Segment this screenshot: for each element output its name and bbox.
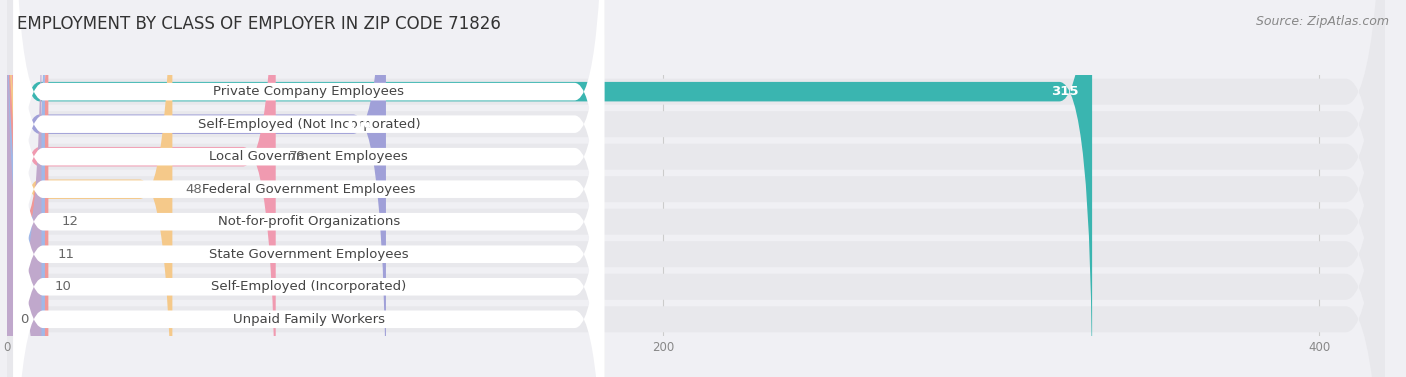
Text: Federal Government Employees: Federal Government Employees xyxy=(202,183,416,196)
FancyBboxPatch shape xyxy=(7,0,42,377)
FancyBboxPatch shape xyxy=(7,0,1385,377)
Text: Unpaid Family Workers: Unpaid Family Workers xyxy=(233,313,385,326)
FancyBboxPatch shape xyxy=(7,0,1385,377)
Text: 11: 11 xyxy=(58,248,75,261)
FancyBboxPatch shape xyxy=(14,3,605,377)
FancyBboxPatch shape xyxy=(14,0,605,377)
FancyBboxPatch shape xyxy=(14,0,605,377)
FancyBboxPatch shape xyxy=(7,0,1385,377)
FancyBboxPatch shape xyxy=(14,35,605,377)
FancyBboxPatch shape xyxy=(7,0,276,377)
Text: Private Company Employees: Private Company Employees xyxy=(214,85,405,98)
Text: 48: 48 xyxy=(186,183,202,196)
Text: 0: 0 xyxy=(20,313,28,326)
FancyBboxPatch shape xyxy=(14,0,605,377)
FancyBboxPatch shape xyxy=(7,0,1092,377)
FancyBboxPatch shape xyxy=(7,0,48,377)
Text: Not-for-profit Organizations: Not-for-profit Organizations xyxy=(218,215,399,228)
Text: 315: 315 xyxy=(1052,85,1078,98)
FancyBboxPatch shape xyxy=(14,0,605,377)
FancyBboxPatch shape xyxy=(7,0,173,377)
FancyBboxPatch shape xyxy=(14,0,605,377)
FancyBboxPatch shape xyxy=(7,0,45,377)
FancyBboxPatch shape xyxy=(7,0,1385,377)
Text: EMPLOYMENT BY CLASS OF EMPLOYER IN ZIP CODE 71826: EMPLOYMENT BY CLASS OF EMPLOYER IN ZIP C… xyxy=(17,15,501,33)
FancyBboxPatch shape xyxy=(7,0,1385,377)
Text: 78: 78 xyxy=(288,150,305,163)
Text: State Government Employees: State Government Employees xyxy=(209,248,409,261)
FancyBboxPatch shape xyxy=(7,0,387,377)
Text: 110: 110 xyxy=(346,118,373,131)
FancyBboxPatch shape xyxy=(7,0,1385,377)
FancyBboxPatch shape xyxy=(7,0,1385,377)
Text: Local Government Employees: Local Government Employees xyxy=(209,150,408,163)
Text: Source: ZipAtlas.com: Source: ZipAtlas.com xyxy=(1256,15,1389,28)
Text: 12: 12 xyxy=(62,215,79,228)
Text: 10: 10 xyxy=(55,280,72,293)
FancyBboxPatch shape xyxy=(14,0,605,375)
FancyBboxPatch shape xyxy=(7,0,1385,377)
Text: Self-Employed (Not Incorporated): Self-Employed (Not Incorporated) xyxy=(197,118,420,131)
Text: Self-Employed (Incorporated): Self-Employed (Incorporated) xyxy=(211,280,406,293)
